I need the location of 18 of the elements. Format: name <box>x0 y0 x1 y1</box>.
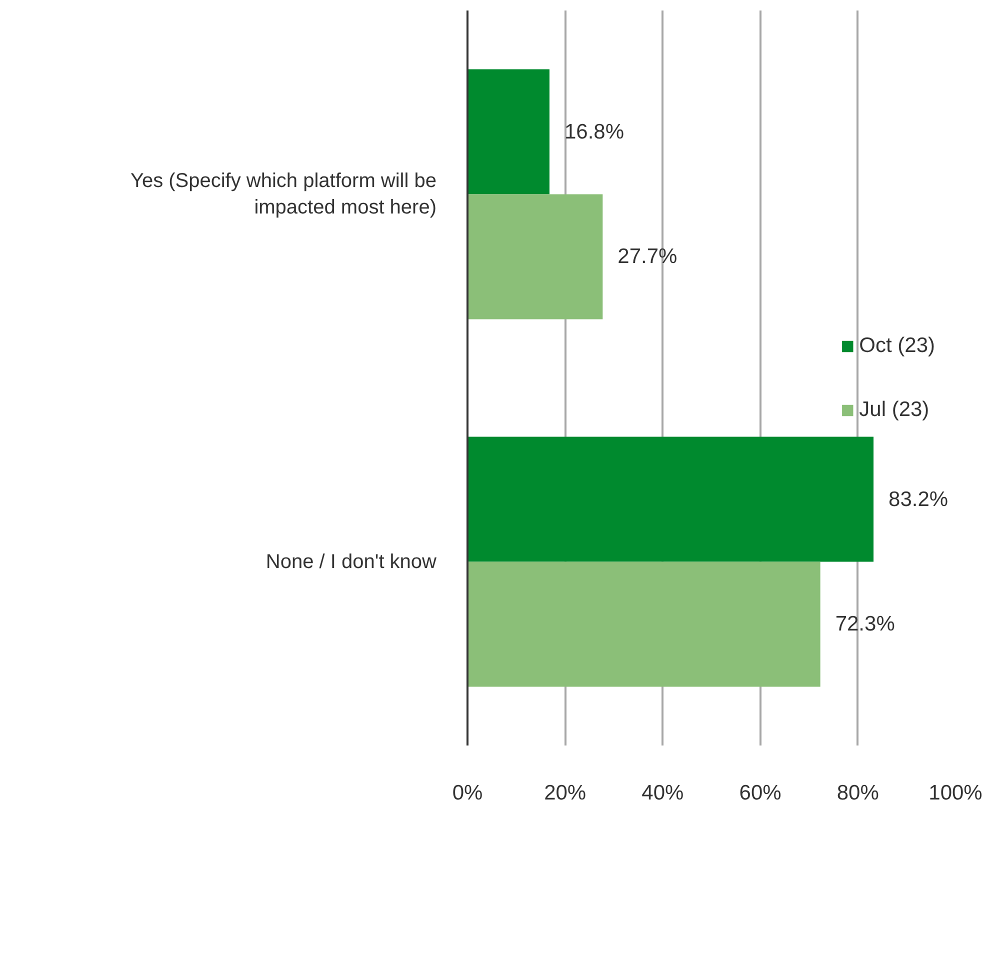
data-label: 27.7% <box>618 245 678 268</box>
x-tick-label: 60% <box>739 782 782 804</box>
bar <box>468 562 820 687</box>
data-label: 72.3% <box>835 612 895 636</box>
legend-label: Jul (23) <box>859 398 930 422</box>
x-tick-label: 40% <box>642 782 684 804</box>
data-label: 83.2% <box>888 488 948 511</box>
bar <box>468 69 550 194</box>
x-tick-label: 80% <box>836 782 879 804</box>
y-tick-label: None / I don't know <box>266 550 438 573</box>
x-tick-label: 0% <box>452 782 483 804</box>
legend-label: Oct (23) <box>859 334 935 358</box>
x-tick-label: 20% <box>544 782 586 804</box>
x-tick-label: 100% <box>928 782 982 804</box>
y-tick-label: Yes (Specify which platform will be impacted most here) <box>130 170 437 218</box>
data-label: 16.8% <box>564 120 624 144</box>
bar <box>468 436 874 562</box>
bar <box>468 194 603 320</box>
